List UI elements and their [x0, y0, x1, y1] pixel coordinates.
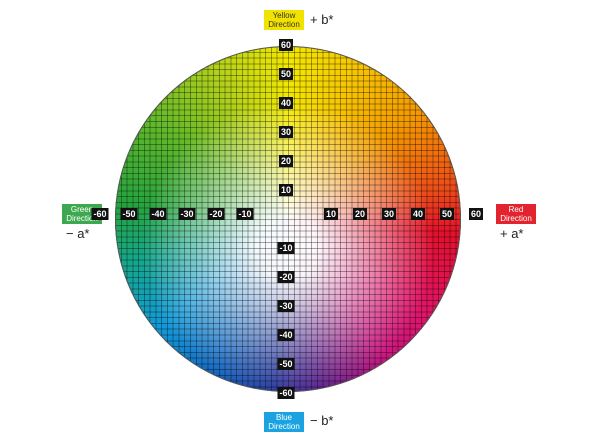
a-tick: -40: [149, 208, 167, 220]
red-direction: Red Direction: [496, 204, 536, 224]
b-tick: -60: [277, 387, 295, 399]
b-tick: -40: [277, 329, 295, 341]
a-tick: 10: [323, 208, 339, 220]
a-tick: 50: [439, 208, 455, 220]
b-tick: 10: [278, 184, 294, 196]
b-tick: 30: [278, 126, 294, 138]
b-tick: -20: [277, 271, 295, 283]
b-tick: 60: [278, 39, 294, 51]
b-tick: 50: [278, 68, 294, 80]
a-tick: -30: [178, 208, 196, 220]
a-tick: 40: [410, 208, 426, 220]
minus-b-label: − b*: [310, 413, 334, 428]
a-tick: 20: [352, 208, 368, 220]
a-tick: 30: [381, 208, 397, 220]
b-tick: 40: [278, 97, 294, 109]
a-tick: 60: [468, 208, 484, 220]
b-tick: -50: [277, 358, 295, 370]
a-tick: -60: [91, 208, 109, 220]
a-tick: -20: [207, 208, 225, 220]
minus-a-label: − a*: [66, 226, 90, 241]
a-tick: -50: [120, 208, 138, 220]
plus-b-label: + b*: [310, 12, 334, 27]
b-tick: -10: [277, 242, 295, 254]
b-tick: -30: [277, 300, 295, 312]
blue-direction: Blue Direction: [264, 412, 304, 432]
a-tick: -10: [236, 208, 254, 220]
yellow-direction: Yellow Direction: [264, 10, 304, 30]
plus-a-label: + a*: [500, 226, 524, 241]
b-tick: 20: [278, 155, 294, 167]
